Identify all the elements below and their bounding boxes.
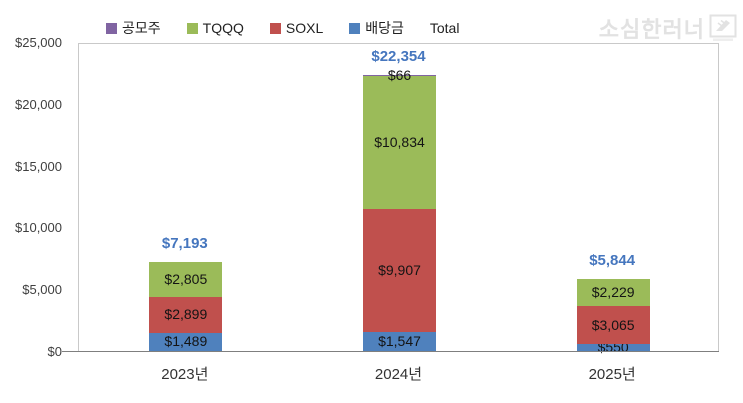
y-tick-label: $25,000 — [15, 35, 62, 50]
bar-segment-SOXL: $2,899 — [149, 296, 223, 333]
bar-segment-TQQQ: $10,834 — [363, 75, 436, 210]
legend-item-1: 공모주 — [106, 18, 161, 38]
total-value-label: $5,844 — [589, 251, 636, 269]
x-tick-label: 2024년 — [374, 366, 423, 383]
bar-segment-배당금: $1,489 — [149, 332, 223, 351]
bar-segment-공모주: $66 — [363, 67, 436, 83]
bar-segment-TQQQ: $2,229 — [576, 278, 650, 307]
segment-value-label: $1,547 — [378, 332, 421, 349]
legend-item-5: Total — [430, 20, 460, 36]
legend-swatch-icon — [269, 22, 281, 34]
bar-segment-배당금: $1,547 — [363, 331, 436, 351]
y-tick-label: $5,000 — [22, 282, 62, 298]
legend-item-4: 배당금 — [349, 18, 404, 38]
legend-label: 배당금 — [365, 20, 404, 36]
bar-segment-SOXL: $3,065 — [576, 306, 650, 345]
x-tick-label: 2023년 — [161, 366, 209, 383]
running-shoe-logo-icon — [709, 14, 737, 41]
x-axis-line — [62, 351, 719, 352]
legend-item-3: SOXL — [269, 20, 324, 36]
legend-swatch-icon — [349, 22, 361, 34]
legend-item-2: TQQQ — [186, 20, 244, 36]
legend-label: TQQQ — [202, 20, 244, 36]
watermark-text: 소심한러너 — [598, 17, 705, 42]
total-value-label: $22,354 — [371, 47, 426, 65]
legend-swatch-icon — [186, 22, 198, 34]
x-tick-label: 2025년 — [588, 366, 636, 383]
legend-label: SOXL — [285, 20, 324, 36]
y-tick-label: $0 — [47, 344, 62, 359]
segment-value-label: $3,065 — [591, 316, 635, 333]
bar-segment-SOXL: $9,907 — [363, 209, 436, 332]
segment-value-label: $1,489 — [164, 333, 208, 350]
segment-value-label: $2,899 — [164, 306, 208, 323]
total-value-label: $7,193 — [161, 235, 208, 253]
bar-segment-TQQQ: $2,805 — [149, 262, 223, 297]
legend-swatch-icon — [106, 22, 117, 34]
y-tick-label: $20,000 — [15, 96, 62, 112]
segment-value-label: $2,229 — [591, 284, 635, 301]
segment-value-label: $66 — [387, 66, 412, 83]
bar-segment-배당금: $550 — [576, 339, 650, 355]
y-tick-label: $15,000 — [15, 158, 62, 174]
segment-value-label: $2,805 — [164, 270, 208, 287]
segment-value-label: $10,834 — [374, 133, 425, 150]
segment-value-label: $9,907 — [378, 262, 421, 279]
legend-label: Total — [429, 20, 460, 36]
plot-area: $1,489 $2,899 $2,805 $1,547 $9,907 $10,834 $66… — [78, 43, 719, 355]
watermark: 소심한러너 — [599, 12, 737, 44]
legend: 공모주 TQQQ SOXL 배당금 Total — [106, 18, 459, 38]
y-tick-label: $10,000 — [15, 220, 62, 236]
legend-label: 공모주 — [122, 20, 161, 36]
